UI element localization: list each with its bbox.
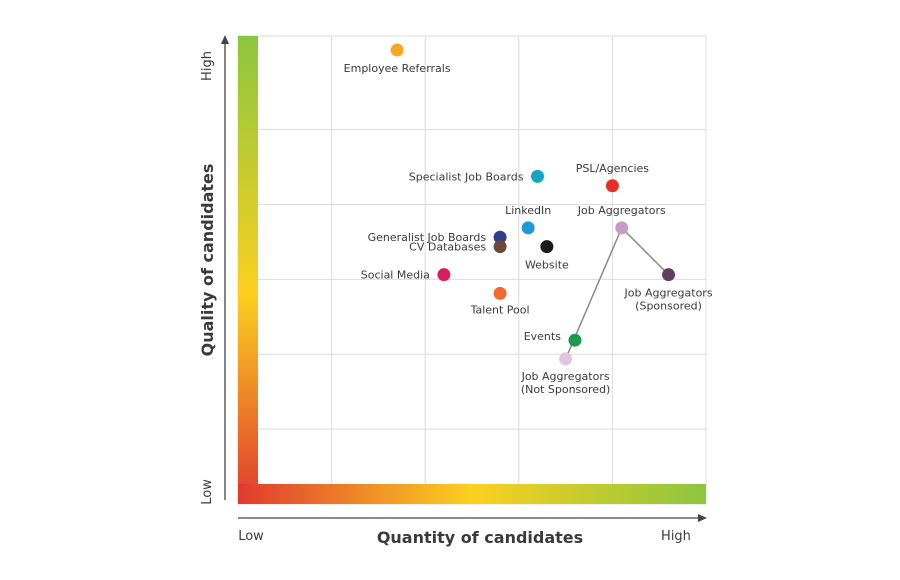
point-events	[568, 333, 582, 347]
point-linkedin	[521, 221, 535, 235]
label-cv-databases: CV Databases	[409, 241, 486, 254]
y-low-label: Low	[200, 479, 215, 505]
y-high-label: High	[200, 51, 215, 81]
y-axis-arrowhead	[221, 35, 229, 44]
point-job-aggregators-sponsored	[662, 268, 676, 282]
label-specialist-job-boards: Specialist Job Boards	[409, 170, 524, 183]
label-social-media: Social Media	[361, 269, 430, 282]
y-axis-title: Quality of candidates	[198, 164, 217, 357]
grid-lines	[237, 35, 707, 505]
point-job-aggregators-not-sponsored	[559, 352, 573, 366]
label-job-aggregators-not-sponsored: Job Aggregators (Not Sponsored)	[521, 370, 611, 396]
point-job-aggregators	[615, 221, 629, 235]
point-talent-pool	[493, 286, 507, 300]
point-psl-agencies	[605, 179, 619, 193]
label-psl-agencies: PSL/Agencies	[576, 162, 650, 175]
point-website	[540, 240, 554, 254]
x-axis-title: Quantity of candidates	[377, 528, 583, 547]
label-linkedin: LinkedIn	[505, 204, 551, 217]
x-gradient-bar	[238, 484, 706, 504]
connector-job-aggregators-sponsored	[621, 227, 670, 276]
point-employee-referrals	[390, 43, 404, 57]
data-points	[390, 43, 676, 366]
y-gradient-bar	[238, 36, 258, 504]
x-high-label: High	[661, 529, 691, 544]
point-specialist-job-boards	[531, 169, 545, 183]
grid-frame	[237, 35, 707, 505]
label-website: Website	[525, 259, 569, 272]
label-generalist-job-boards: Generalist Job Boards	[368, 231, 487, 244]
point-cv-databases	[493, 240, 507, 254]
label-job-aggregators: Job Aggregators	[577, 204, 666, 217]
label-employee-referrals: Employee Referrals	[344, 62, 451, 75]
label-talent-pool: Talent Pool	[470, 303, 530, 316]
point-labels: Employee Referrals Specialist Job Boards P…	[344, 62, 713, 396]
point-generalist-job-boards	[493, 230, 507, 244]
label-job-aggregators-sponsored: Job Aggregators (Sponsored)	[624, 287, 713, 313]
x-axis-arrowhead	[698, 514, 707, 522]
x-low-label: Low	[238, 529, 264, 544]
point-social-media	[437, 268, 451, 282]
label-events: Events	[524, 330, 562, 343]
